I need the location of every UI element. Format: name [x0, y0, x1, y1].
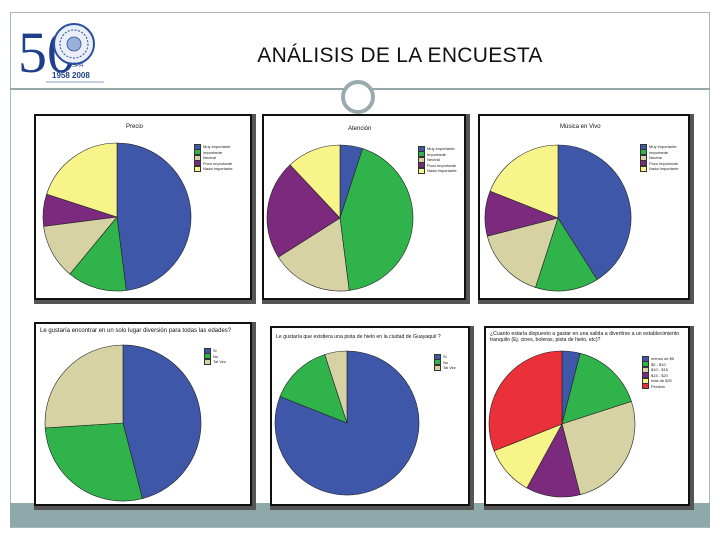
legend-label: menos de $5: [651, 356, 675, 362]
legend-swatch: [640, 165, 647, 172]
legend-label: Si: [443, 354, 447, 360]
legend-label: Importante: [427, 151, 447, 157]
pie-slice: [69, 216, 127, 292]
legend-label: $15 - $20: [651, 372, 668, 378]
pie-slice: [44, 422, 143, 502]
legend-label: Tal Vez: [213, 359, 226, 365]
anniversary-logo: 50 ESPA 1958 2008: [18, 20, 108, 88]
pie-slice: [46, 142, 118, 218]
legend-label: Nada importante: [649, 166, 679, 172]
legend-label: Poco importante: [203, 160, 233, 166]
legend-label: Si: [213, 348, 217, 354]
chart-panel-diversion: Le gustaría encontrar en un solo lugar d…: [34, 322, 252, 506]
legend-swatch: [194, 165, 201, 172]
legend-label: Importante: [203, 149, 223, 155]
legend-swatch: [204, 358, 211, 365]
chart-legend: Si No Tal Vez: [204, 347, 226, 365]
ring-ornament: [341, 80, 375, 114]
page-title: ANÁLISIS DE LA ENCUESTA: [257, 44, 543, 67]
legend-label: $10 - $15: [651, 367, 668, 373]
legend-label: Poco importante: [649, 160, 679, 166]
chart-title: Atención: [348, 126, 372, 132]
pie-chart-diversion: [44, 344, 202, 502]
pie-chart-pista-hielo: [274, 350, 420, 496]
pie-slice: [557, 144, 632, 281]
legend-label: Muy importante: [427, 146, 455, 152]
pie-slice: [277, 217, 350, 292]
legend-label: Tal Vez: [443, 365, 456, 371]
pie-slice: [289, 144, 341, 219]
chart-title: Le gustaría que existiera una pista de h…: [276, 334, 441, 340]
legend-label: más de $20: [651, 378, 672, 384]
pie-slice: [266, 164, 341, 258]
legend-label: Importante: [649, 149, 669, 155]
pie-chart-gasto: [488, 350, 636, 498]
legend-label: No: [443, 359, 449, 365]
footer-bar: [10, 503, 710, 527]
legend-label: Nada importante: [427, 168, 457, 174]
legend-label: No: [213, 353, 219, 359]
chart-panel-precio: Precio Muy importante Importante Neutral Po…: [34, 114, 252, 300]
pie-slice: [535, 217, 598, 292]
legend-item: Perdido: [642, 383, 674, 390]
pie-slice: [339, 148, 414, 291]
chart-legend: Si No Tal Vez: [434, 353, 456, 371]
chart-panel-pista-hielo: Le gustaría que existiera una pista de h…: [270, 326, 470, 506]
legend-item: Nada importante: [418, 167, 457, 174]
legend-swatch: [642, 383, 649, 390]
chart-title: Precio: [126, 124, 144, 130]
chart-legend: Muy importante Importante Neutral Poco impo…: [418, 145, 457, 174]
pie-slice: [561, 401, 636, 496]
legend-label: Muy importante: [649, 144, 677, 150]
pie-slice: [324, 350, 348, 424]
chart-legend: Muy importante Importante Neutral Poco impo…: [640, 143, 679, 172]
pie-slice: [486, 217, 559, 288]
chart-title: ¿Cuanto estaría dispuesto a gastar en un…: [490, 331, 680, 343]
legend-label: Perdido: [651, 383, 665, 389]
chart-panel-atencion: Atención Muy importante Importante Neutral…: [262, 114, 466, 300]
chart-panel-gasto: ¿Cuanto estaría dispuesto a gastar en un…: [484, 326, 690, 506]
slide-frame: [10, 12, 710, 528]
pie-chart-musica: [484, 144, 632, 292]
chart-legend: menos de $5 $5 - $10 $10 - $15 $15 - $20 más…: [642, 355, 675, 390]
pie-chart-atencion: [266, 144, 414, 292]
pie-slice: [489, 144, 559, 219]
logo-org: ESPA: [68, 63, 84, 69]
legend-label: Poco importante: [427, 162, 457, 168]
legend-swatch: [434, 364, 441, 371]
legend-label: Nada importante: [203, 166, 233, 172]
pie-slice: [122, 344, 202, 499]
pie-chart-precio: [42, 142, 192, 292]
legend-label: Neutral: [203, 155, 216, 161]
pie-slice: [116, 142, 192, 291]
legend-label: $5 - $10: [651, 361, 666, 367]
chart-title: Música en Vivo: [560, 124, 601, 130]
legend-item: Tal Vez: [434, 364, 456, 371]
legend-item: Tal Vez: [204, 358, 226, 365]
logo-years: 1958 2008: [52, 71, 90, 80]
pie-slice: [44, 344, 124, 429]
legend-item: Nada importante: [194, 165, 233, 172]
legend-item: Nada importante: [640, 165, 679, 172]
chart-legend: Muy importante Importante Neutral Poco impo…: [194, 143, 233, 172]
chart-title: Le gustaría encontrar en un solo lugar d…: [40, 328, 232, 334]
legend-swatch: [418, 167, 425, 174]
chart-panel-musica: Música en Vivo Muy importante Importante N…: [478, 114, 690, 300]
legend-label: Muy importante: [203, 144, 231, 150]
legend-label: Neutral: [649, 155, 662, 161]
anniversary-logo-graphic: 50 ESPA 1958 2008: [18, 20, 104, 85]
pie-slice: [488, 350, 563, 452]
pie-slice: [561, 352, 632, 425]
legend-label: Neutral: [427, 157, 440, 163]
